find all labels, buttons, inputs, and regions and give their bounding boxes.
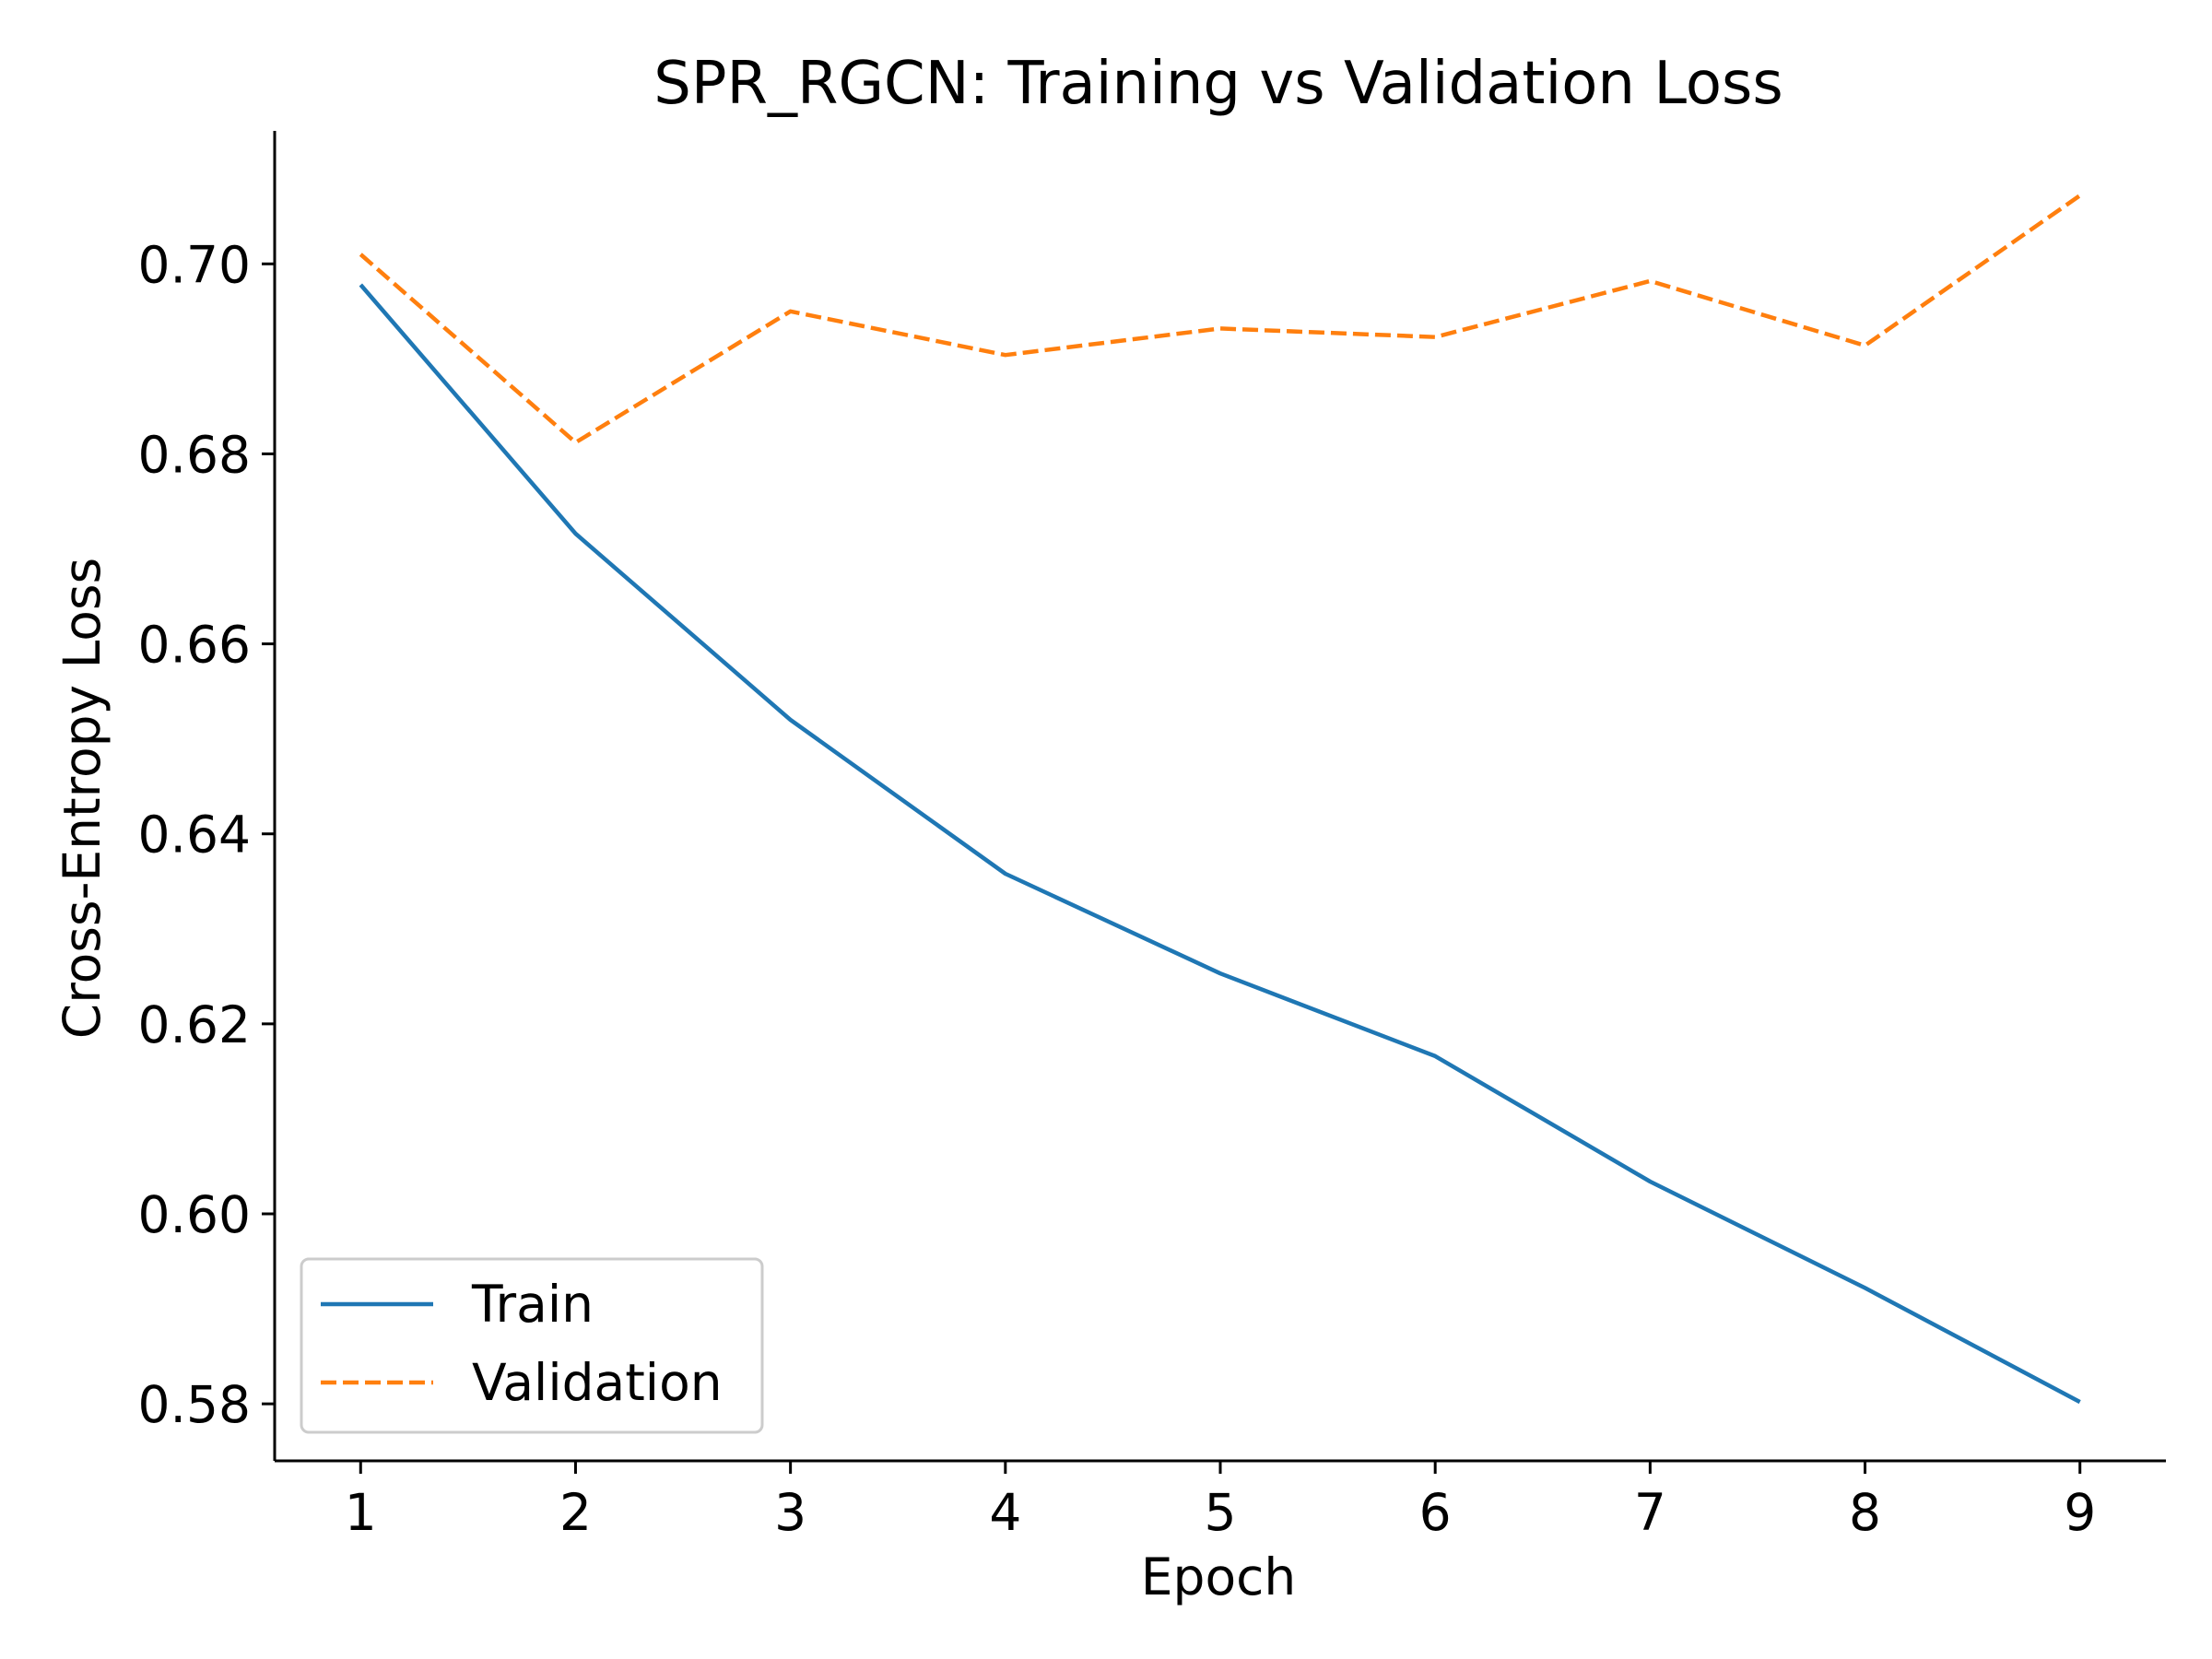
y-tick-label: 0.68 — [138, 425, 251, 484]
y-tick-label: 0.58 — [138, 1375, 251, 1434]
legend-label-train: Train — [471, 1275, 594, 1334]
series-line-train — [359, 283, 2081, 1405]
x-ticks: 1 2 3 4 5 6 7 8 9 — [345, 1461, 2096, 1542]
x-tick-label: 8 — [1849, 1483, 1881, 1542]
x-tick-label: 6 — [1419, 1483, 1452, 1542]
y-tick-label: 0.70 — [138, 235, 251, 294]
y-tick-label: 0.66 — [138, 616, 251, 675]
y-tick-label: 0.62 — [138, 995, 251, 1054]
y-ticks: 0.58 0.60 0.62 0.64 0.66 0.68 0.70 — [138, 235, 275, 1434]
x-tick-label: 5 — [1205, 1483, 1237, 1542]
x-tick-label: 9 — [2064, 1483, 2096, 1542]
x-axis-label: Epoch — [1141, 1547, 1296, 1606]
x-tick-label: 2 — [559, 1483, 592, 1542]
x-tick-label: 4 — [989, 1483, 1021, 1542]
series-line-validation — [359, 194, 2081, 445]
chart-title: SPR_RGCN: Training vs Validation Loss — [653, 50, 1783, 118]
y-tick-label: 0.64 — [138, 806, 251, 865]
series-lines — [359, 194, 2081, 1405]
x-tick-label: 3 — [774, 1483, 806, 1542]
x-tick-label: 7 — [1634, 1483, 1666, 1542]
legend-label-validation: Validation — [472, 1353, 723, 1412]
y-axis-label: Cross-Entropy Loss — [53, 558, 112, 1039]
x-tick-label: 1 — [345, 1483, 377, 1542]
legend: Train Validation — [300, 1257, 764, 1434]
y-tick-label: 0.60 — [138, 1185, 251, 1244]
